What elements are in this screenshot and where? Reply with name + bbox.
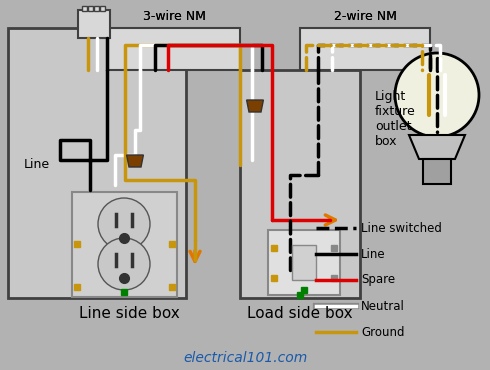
Text: Light
fixture
outlet
box: Light fixture outlet box bbox=[375, 90, 416, 148]
Bar bbox=[72, 192, 177, 297]
Bar bbox=[82, 6, 87, 11]
Text: Line side box: Line side box bbox=[78, 306, 179, 320]
Circle shape bbox=[98, 198, 150, 250]
Polygon shape bbox=[246, 100, 264, 112]
Text: Neutral: Neutral bbox=[361, 299, 405, 313]
Text: 2-wire NM: 2-wire NM bbox=[334, 10, 396, 23]
Text: Ground: Ground bbox=[361, 326, 405, 339]
Bar bbox=[268, 230, 340, 295]
Text: electrical101.com: electrical101.com bbox=[183, 351, 307, 365]
Text: Line: Line bbox=[361, 248, 386, 260]
Polygon shape bbox=[409, 135, 465, 159]
Polygon shape bbox=[126, 155, 144, 167]
Text: 3-wire NM: 3-wire NM bbox=[143, 10, 205, 23]
Bar bbox=[94, 6, 99, 11]
Text: Line: Line bbox=[24, 158, 50, 172]
Bar bbox=[423, 159, 451, 184]
Bar bbox=[8, 28, 186, 298]
Text: Load side box: Load side box bbox=[247, 306, 353, 320]
Bar bbox=[108, 28, 240, 70]
Bar bbox=[240, 70, 360, 298]
Bar bbox=[292, 245, 316, 280]
Bar bbox=[100, 6, 105, 11]
Text: Line switched: Line switched bbox=[361, 222, 442, 235]
Bar bbox=[78, 10, 110, 38]
Text: 2-wire NM: 2-wire NM bbox=[334, 10, 396, 23]
Bar bbox=[300, 28, 430, 70]
Circle shape bbox=[395, 53, 479, 137]
Text: 3-wire NM: 3-wire NM bbox=[143, 10, 205, 23]
Text: Spare: Spare bbox=[361, 273, 395, 286]
Circle shape bbox=[98, 238, 150, 290]
Bar bbox=[88, 6, 93, 11]
